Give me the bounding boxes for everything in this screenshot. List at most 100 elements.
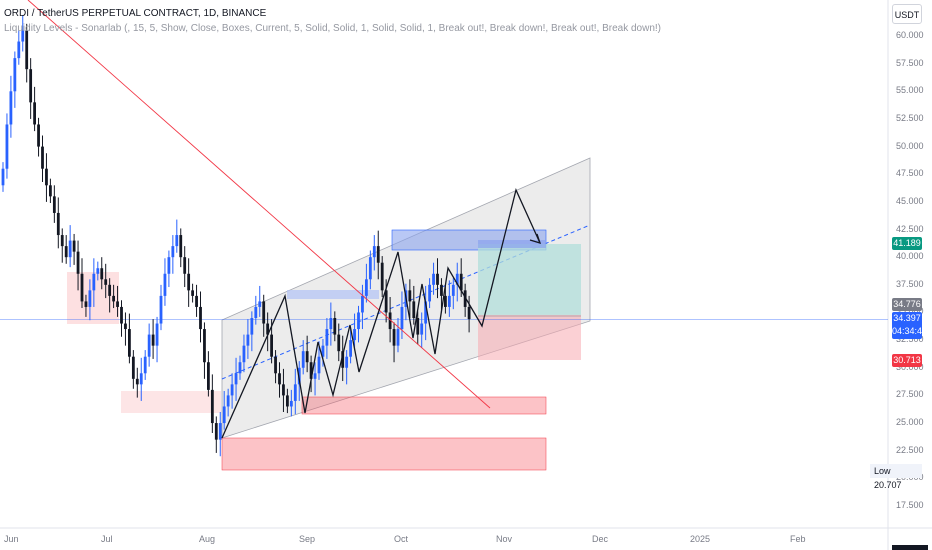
candle-body (21, 30, 25, 42)
candle-body (416, 318, 420, 335)
candle-body (147, 334, 151, 357)
candle-body (242, 345, 246, 363)
candle-body (345, 356, 349, 368)
candle-body (436, 273, 439, 285)
candle-body (104, 279, 108, 285)
drawing-overlays (27, 0, 542, 439)
candle-body (195, 295, 198, 307)
liquidity-box (121, 391, 221, 413)
time-tick: Aug (199, 534, 216, 544)
price-tick: 25.000 (896, 417, 924, 428)
candle-body (84, 301, 88, 307)
candle-body (135, 378, 139, 385)
currency-button[interactable]: USDT (892, 4, 922, 24)
target-price-label: 41.189 (892, 237, 922, 250)
candle-body (64, 246, 68, 258)
price-tick: 40.000 (896, 251, 924, 262)
stop-price-label: 30.713 (892, 354, 922, 367)
candle-body (270, 334, 273, 357)
candle-body (128, 329, 131, 357)
candle-body (357, 312, 360, 330)
price-tick: 60.000 (896, 30, 924, 40)
candle-body (52, 196, 56, 213)
price-tick: 32.500 (896, 334, 924, 345)
candle-body (1, 168, 5, 186)
period-low-label: Low 20.707 (870, 464, 922, 490)
candle-body (365, 279, 368, 296)
candle-body (444, 295, 447, 307)
candle-body (45, 168, 48, 186)
candle-body (60, 235, 64, 247)
candle-body (41, 146, 44, 169)
candle-body (187, 273, 191, 291)
candle-body (222, 406, 226, 424)
candle-body (68, 240, 72, 258)
candle-body (171, 246, 175, 258)
current-price-value: 34.397 (893, 313, 921, 323)
candlestick-series (1, 14, 471, 457)
scroll-handle (892, 545, 928, 550)
candle-body (33, 102, 36, 125)
candle-body (400, 306, 404, 330)
drawing-zones (0, 157, 888, 471)
candle-body (37, 124, 40, 147)
candle-body (313, 373, 317, 379)
candle-body (282, 384, 285, 396)
time-tick: Nov (496, 534, 513, 544)
candle-body (163, 273, 167, 296)
price-tick: 47.500 (896, 168, 924, 179)
candle-body (274, 356, 277, 374)
long-position-target-zone (478, 244, 581, 315)
candle-body (420, 323, 424, 335)
low-label-value: 20.707 (874, 480, 902, 490)
time-tick: Jun (4, 534, 19, 544)
candle-body (317, 356, 321, 374)
candle-body (226, 395, 230, 407)
price-tick: 35.000 (896, 306, 924, 316)
candle-body (72, 240, 76, 252)
price-tick: 52.500 (896, 112, 924, 123)
long-position-stop-zone (478, 314, 581, 360)
candle-body (49, 185, 52, 197)
supply-box (287, 290, 379, 299)
candle-body (191, 290, 194, 296)
candle-body (353, 329, 356, 341)
candle-body (25, 30, 29, 70)
candle-body (368, 257, 372, 280)
candle-body (278, 373, 281, 385)
candle-body (451, 284, 455, 296)
candle-body (337, 334, 341, 352)
candle-body (396, 329, 400, 346)
candle-body (384, 290, 388, 313)
candle-body (380, 262, 384, 291)
candle-body (199, 306, 202, 330)
candle-body (293, 384, 297, 401)
candle-body (183, 257, 187, 274)
candle-body (432, 273, 435, 285)
candle-body (120, 306, 123, 324)
candle-body (96, 268, 100, 274)
candle-body (467, 306, 471, 320)
indicator-legend[interactable]: Liquidity Levels - Sonarlab (, 15, 5, Sh… (4, 23, 662, 34)
candle-body (455, 273, 459, 285)
time-tick: Feb (790, 534, 806, 544)
candle-body (112, 295, 115, 302)
candle-body (17, 41, 21, 59)
candle-body (210, 389, 214, 424)
candle-body (5, 124, 9, 169)
candle-body (92, 273, 96, 291)
projection-arrowhead (529, 233, 542, 244)
candle-body (29, 69, 33, 103)
candle-body (321, 345, 325, 357)
candle-body (463, 290, 467, 307)
candle-body (250, 318, 254, 335)
candle-body (238, 362, 242, 374)
price-tick: 22.500 (896, 444, 924, 455)
bar-countdown: 04:34:43 (892, 326, 928, 336)
candle-body (155, 323, 159, 346)
candle-body (440, 284, 443, 296)
candle-body (131, 356, 135, 379)
candle-body (214, 423, 218, 440)
candle-body (9, 91, 13, 125)
